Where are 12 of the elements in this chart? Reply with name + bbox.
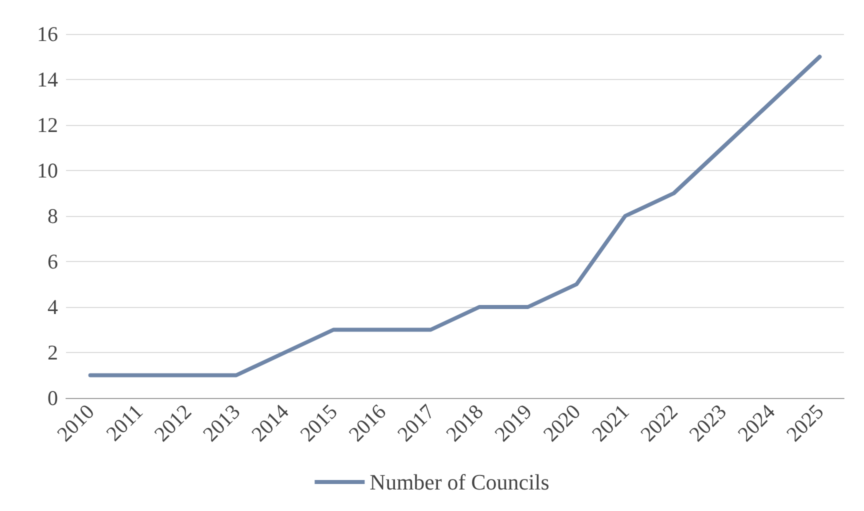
y-tick-label: 12 [37,113,58,137]
line-series [88,54,822,378]
y-tick-label: 0 [48,386,58,410]
y-tick-label: 8 [48,204,58,228]
y-tick-label: 14 [37,68,58,92]
y-tick-label: 4 [48,295,58,319]
legend-label: Number of Councils [370,470,550,494]
y-tick-label: 2 [48,340,58,364]
y-tick-label: 6 [48,250,58,274]
y-tick-label: 10 [37,158,58,182]
x-tick-label: 2011 [101,400,148,446]
y-tick-label: 16 [37,22,58,46]
